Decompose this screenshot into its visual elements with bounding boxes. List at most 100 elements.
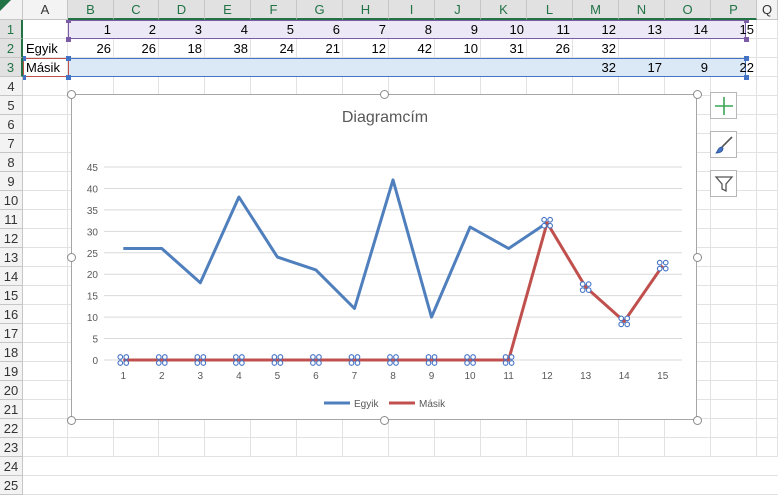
chart-elements-button[interactable]	[710, 92, 737, 119]
cell[interactable]: 42	[417, 41, 432, 56]
row-header-17[interactable]: 17	[0, 324, 23, 343]
range-handle[interactable]	[744, 75, 749, 80]
row-header-4[interactable]: 4	[0, 77, 23, 96]
cell[interactable]: 31	[509, 41, 524, 56]
cell[interactable]: Egyik	[26, 41, 58, 56]
range-handle[interactable]	[744, 56, 749, 61]
cell[interactable]: 26	[141, 41, 156, 56]
cell[interactable]: 12	[371, 41, 386, 56]
chart-resize-handle[interactable]	[66, 252, 76, 262]
row-header-12[interactable]: 12	[0, 229, 23, 248]
cell[interactable]: 5	[286, 22, 294, 37]
column-header-c[interactable]: C	[114, 0, 159, 20]
row-header-18[interactable]: 18	[0, 343, 23, 362]
row-header-1[interactable]: 1	[0, 20, 23, 39]
cell[interactable]: 24	[279, 41, 294, 56]
row-header-8[interactable]: 8	[0, 153, 23, 172]
cell[interactable]: 26	[96, 41, 111, 56]
row-header-23[interactable]: 23	[0, 438, 23, 457]
column-header-j[interactable]: J	[435, 0, 481, 20]
row-header-10[interactable]: 10	[0, 191, 23, 210]
range-handle[interactable]	[66, 37, 71, 42]
row-header-14[interactable]: 14	[0, 267, 23, 286]
cell[interactable]: 14	[693, 22, 708, 37]
chart-resize-handle[interactable]	[692, 252, 702, 262]
column-header-h[interactable]: H	[343, 0, 389, 20]
cell[interactable]: 9	[470, 22, 478, 37]
row-header-16[interactable]: 16	[0, 305, 23, 324]
data-point-marker	[425, 354, 432, 360]
range-handle[interactable]	[744, 37, 749, 42]
cell[interactable]: 32	[601, 60, 616, 75]
column-header-i[interactable]: I	[389, 0, 435, 20]
cell[interactable]: 26	[555, 41, 570, 56]
cell[interactable]: 12	[601, 22, 616, 37]
chart-filters-button[interactable]	[710, 170, 737, 197]
row-header-20[interactable]: 20	[0, 381, 23, 400]
cell[interactable]: 15	[739, 22, 754, 37]
column-header-d[interactable]: D	[159, 0, 205, 20]
cell[interactable]: 10	[463, 41, 478, 56]
column-header-n[interactable]: N	[619, 0, 665, 20]
cell[interactable]: 32	[601, 41, 616, 56]
range-handle[interactable]	[744, 18, 749, 23]
cell[interactable]: 10	[509, 22, 524, 37]
row-header-21[interactable]: 21	[0, 400, 23, 419]
row-header-22[interactable]: 22	[0, 419, 23, 438]
chart-resize-handle[interactable]	[66, 89, 76, 99]
chart-resize-handle[interactable]	[692, 415, 702, 425]
range-handle[interactable]	[66, 56, 71, 61]
cell[interactable]: 11	[556, 22, 571, 37]
chart-resize-handle[interactable]	[66, 415, 76, 425]
row-header-11[interactable]: 11	[0, 210, 23, 229]
row-header-19[interactable]: 19	[0, 362, 23, 381]
row-header-3[interactable]: 3	[0, 58, 23, 77]
row-header-24[interactable]: 24	[0, 457, 23, 476]
cell[interactable]: 21	[325, 41, 340, 56]
row-header-9[interactable]: 9	[0, 172, 23, 191]
range-handle[interactable]	[66, 18, 71, 23]
select-all-corner[interactable]	[0, 0, 23, 20]
range-handle[interactable]	[66, 75, 71, 80]
column-header-f[interactable]: F	[251, 0, 297, 20]
cell[interactable]: 8	[424, 22, 432, 37]
row-header-25[interactable]: 25	[0, 476, 23, 495]
column-header-k[interactable]: K	[481, 0, 527, 20]
cell[interactable]: Másik	[26, 60, 60, 75]
row-header-5[interactable]: 5	[0, 96, 23, 115]
column-header-p[interactable]: P	[711, 0, 757, 20]
cell[interactable]: 6	[332, 22, 340, 37]
column-header-g[interactable]: G	[297, 0, 343, 20]
row-header-2[interactable]: 2	[0, 39, 23, 58]
row-header-7[interactable]: 7	[0, 134, 23, 153]
chart-area[interactable]: Diagramcím 0 5 10 15 20 25 30 35 40 45 1 2 3 4 5 6 7 8 9 10 1…	[71, 94, 697, 420]
cell[interactable]: 22	[739, 60, 754, 75]
cell[interactable]: 7	[378, 22, 386, 37]
range-handle[interactable]	[21, 56, 26, 61]
column-header-l[interactable]: L	[527, 0, 573, 20]
chart-styles-button[interactable]	[710, 131, 737, 158]
cell[interactable]: 18	[187, 41, 202, 56]
row-header-13[interactable]: 13	[0, 248, 23, 267]
data-point-marker	[618, 315, 625, 322]
cell[interactable]: 4	[240, 22, 248, 37]
cell[interactable]: 3	[194, 22, 202, 37]
row-header-15[interactable]: 15	[0, 286, 23, 305]
chart-resize-handle[interactable]	[379, 89, 389, 99]
cell[interactable]: 13	[647, 22, 662, 37]
row-header-6[interactable]: 6	[0, 115, 23, 134]
chart-resize-handle[interactable]	[379, 415, 389, 425]
chart-resize-handle[interactable]	[692, 89, 702, 99]
cell[interactable]: 2	[148, 22, 156, 37]
column-header-o[interactable]: O	[665, 0, 711, 20]
column-header-q[interactable]: Q	[757, 0, 778, 20]
cell[interactable]: 38	[233, 41, 248, 56]
column-header-a[interactable]: A	[23, 0, 68, 20]
cell[interactable]: 1	[103, 22, 111, 37]
column-header-b[interactable]: B	[68, 0, 114, 20]
cell[interactable]: 9	[700, 60, 708, 75]
column-header-e[interactable]: E	[205, 0, 251, 20]
cell[interactable]: 17	[647, 60, 662, 75]
range-handle[interactable]	[21, 75, 26, 80]
column-header-m[interactable]: M	[573, 0, 619, 20]
